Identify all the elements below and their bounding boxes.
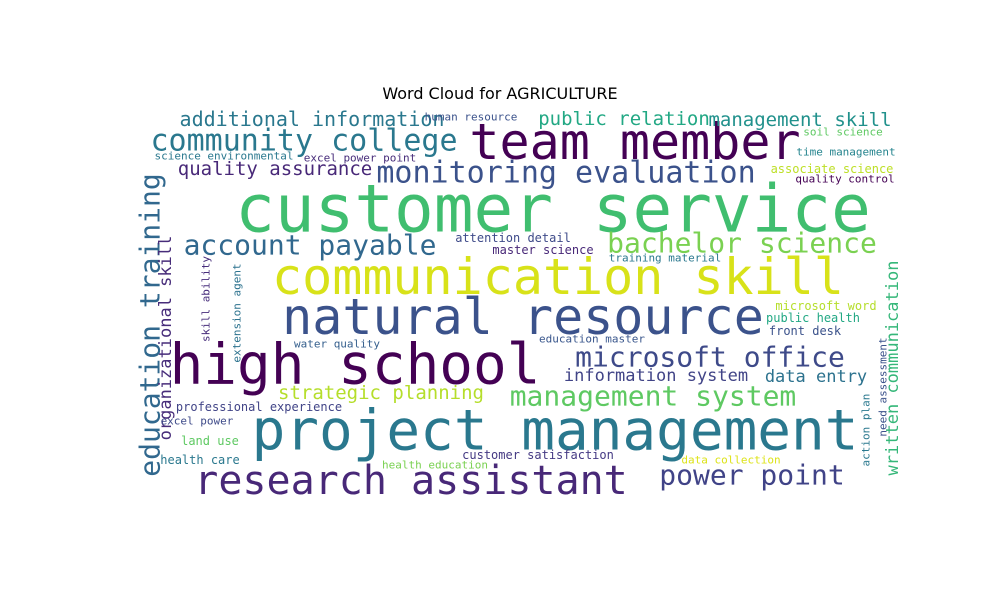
chart-title: Word Cloud for AGRICULTURE bbox=[382, 84, 618, 103]
word-information-system: information system bbox=[564, 366, 748, 386]
word-power-point: power point bbox=[659, 459, 844, 492]
word-public-health: public health bbox=[766, 311, 860, 325]
word-education-training: education training bbox=[134, 173, 167, 476]
word-organizational-skill: organizational skill bbox=[156, 236, 176, 441]
word-associate-science: associate science bbox=[771, 162, 894, 176]
word-need-assessment: need assessment bbox=[877, 337, 890, 436]
word-management-system: management system bbox=[510, 380, 797, 413]
word-management-skill: management skill bbox=[708, 109, 891, 131]
word-microsoft-word: microsoft word bbox=[775, 299, 876, 313]
word-team-member: team member bbox=[469, 113, 800, 171]
word-monitoring-evaluation: monitoring evaluation bbox=[376, 156, 755, 191]
word-account-payable: account payable bbox=[184, 229, 437, 262]
word-health-education: health education bbox=[382, 459, 488, 472]
word-land-use: land use bbox=[181, 434, 239, 448]
word-bachelor-science: bachelor science bbox=[607, 227, 877, 260]
word-natural-resource: natural resource bbox=[282, 288, 764, 346]
word-science-environmental: science environmental bbox=[154, 150, 293, 163]
word-written-communication: written communication bbox=[883, 261, 903, 476]
word-quality-control: quality control bbox=[795, 173, 894, 186]
word-soil-science: soil science bbox=[803, 126, 882, 139]
word-water-quality: water quality bbox=[294, 338, 380, 351]
word-additional-information: additional information bbox=[180, 107, 445, 131]
word-action-plan: action plan bbox=[860, 394, 873, 467]
word-education-master: education master bbox=[539, 333, 645, 346]
word-health-care: health care bbox=[160, 453, 239, 467]
word-skill-ability: skill ability bbox=[200, 256, 213, 342]
word-quality-assurance: quality assurance bbox=[178, 158, 372, 180]
word-public-relation: public relation bbox=[538, 108, 710, 130]
word-training-material: training material bbox=[609, 252, 722, 265]
word-attention-detail: attention detail bbox=[455, 231, 571, 245]
word-data-collection: data collection bbox=[681, 454, 780, 467]
word-excel-power-point: excel power point bbox=[304, 152, 417, 165]
word-customer-satisfaction: customer satisfaction bbox=[462, 448, 614, 462]
word-master-science: master science bbox=[492, 243, 593, 257]
word-extension-agent: extension agent bbox=[231, 263, 244, 362]
word-community-college: community college bbox=[150, 124, 457, 159]
word-project-management: project management bbox=[252, 399, 859, 464]
word-high-school: high school bbox=[170, 333, 541, 398]
word-research-assistant: research assistant bbox=[194, 458, 627, 504]
word-customer-service: customer service bbox=[235, 171, 871, 248]
word-human-resource: human resource bbox=[425, 111, 518, 124]
word-professional-experience: professional experience bbox=[176, 400, 342, 414]
word-excel-power: excel power bbox=[161, 415, 234, 428]
word-time-management: time management bbox=[796, 146, 895, 159]
word-microsoft-office: microsoft office bbox=[575, 341, 845, 374]
word-communication-skill: communication skill bbox=[272, 248, 844, 306]
word-strategic-planning: strategic planning bbox=[278, 382, 484, 404]
word-data-entry: data entry bbox=[765, 367, 867, 387]
word-front-desk: front desk bbox=[769, 324, 842, 338]
